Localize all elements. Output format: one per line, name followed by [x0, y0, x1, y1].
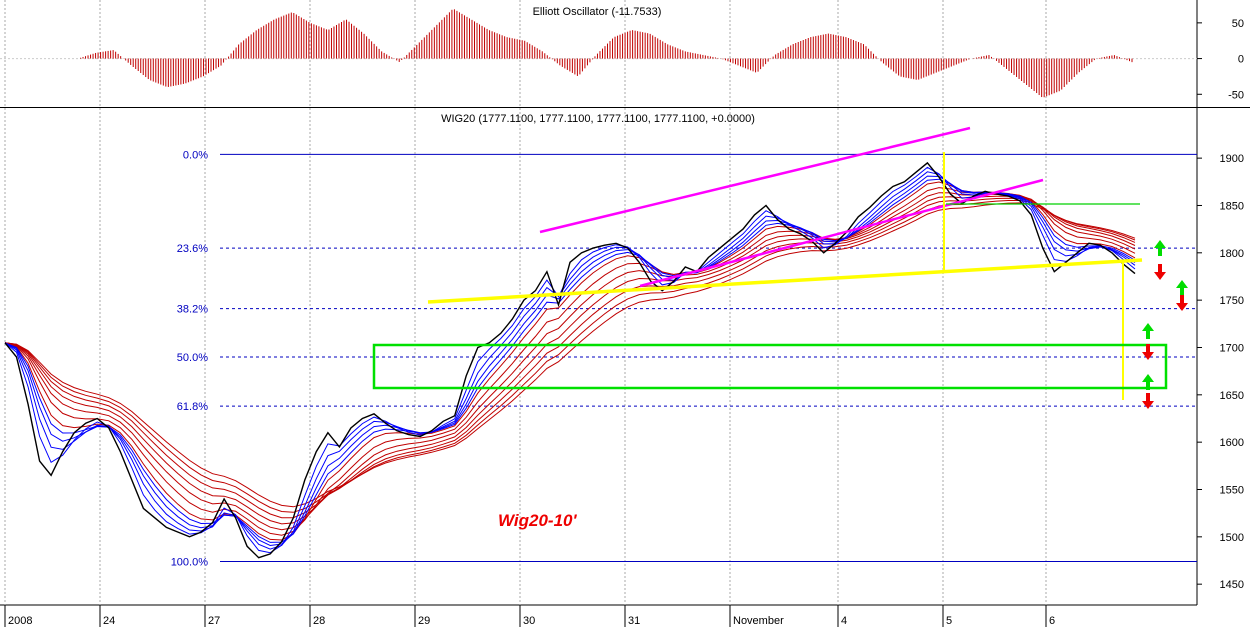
- time-tick-label: 31: [628, 615, 640, 627]
- time-tick-label: 30: [523, 615, 535, 627]
- arrow-down-icon: [1142, 344, 1154, 360]
- fib-level-label: 23.6%: [177, 243, 208, 255]
- x-axis-labels: 2008 24 27 28 29 30 31 November 4 5 6: [4, 605, 1055, 627]
- fib-level-label: 0.0%: [183, 149, 208, 161]
- fib-level-label: 50.0%: [177, 352, 208, 364]
- arrow-down-icon: [1154, 264, 1166, 280]
- fib-level-label: 61.8%: [177, 401, 208, 413]
- time-tick-label: 4: [841, 615, 847, 627]
- price-tick-label: 1850: [1220, 200, 1244, 212]
- target-zone-box: [372, 343, 1168, 390]
- price-title: WIG20 (1777.1100, 1777.1100, 1777.1100, …: [441, 113, 755, 125]
- arrow-up-icon: [1154, 240, 1166, 256]
- time-tick-label: 29: [418, 615, 430, 627]
- time-tick-label: 2008: [8, 615, 32, 627]
- slow-moving-average: [4, 195, 1136, 525]
- gridlines: [0, 0, 1197, 605]
- price-line: [4, 161, 1136, 559]
- price-tick-label: 1700: [1220, 342, 1244, 354]
- price-tick-label: 1800: [1220, 248, 1244, 260]
- time-tick-label: 6: [1049, 615, 1055, 627]
- price-series: [4, 161, 1136, 559]
- fib-level-label: 100.0%: [171, 556, 209, 568]
- analysis-overlays: [372, 126, 1168, 400]
- arrow-down-icon: [1176, 295, 1188, 311]
- arrow-down-icon: [1142, 393, 1154, 409]
- chart-annotation: Wig20-10': [498, 511, 577, 530]
- arrow-up-icon: [1142, 323, 1154, 339]
- fib-level-label: 38.2%: [177, 304, 208, 316]
- arrow-up-icon: [1142, 374, 1154, 390]
- time-tick-label: 5: [946, 615, 952, 627]
- time-tick-label: 24: [103, 615, 115, 627]
- oscillator-tick-label: 50: [1232, 18, 1244, 30]
- slow-moving-average: [4, 192, 1136, 531]
- channel-upper-line: [539, 126, 971, 234]
- price-tick-label: 1900: [1220, 153, 1244, 165]
- time-tick-label: 27: [208, 615, 220, 627]
- price-tick-label: 1500: [1220, 532, 1244, 544]
- time-tick-label: 28: [313, 615, 325, 627]
- support-trendline: [427, 258, 1143, 304]
- price-tick-label: 1550: [1220, 484, 1244, 496]
- price-tick-label: 1650: [1220, 390, 1244, 402]
- oscillator-tick-label: -50: [1228, 89, 1244, 101]
- moving-averages: [4, 166, 1136, 554]
- price-tick-label: 1750: [1220, 295, 1244, 307]
- fast-moving-average: [4, 178, 1136, 543]
- fibonacci-levels: 0.0% 23.6% 38.2% 50.0% 61.8% 100.0%: [171, 149, 1197, 568]
- channel-lower-line: [639, 178, 1044, 288]
- time-tick-label: November: [733, 615, 784, 627]
- fast-moving-average: [4, 175, 1136, 547]
- slow-moving-average: [4, 202, 1136, 508]
- price-tick-label: 1600: [1220, 437, 1244, 449]
- arrow-up-icon: [1176, 280, 1188, 296]
- oscillator-title: Elliott Oscillator (-11.7533): [533, 6, 662, 18]
- y-axis-labels: 1900 1850 1800 1750 1700 1650 1600 1550 1500 1450…: [1197, 18, 1244, 591]
- slow-moving-average: [4, 197, 1136, 519]
- oscillator-histogram: [80, 9, 1133, 98]
- oscillator-tick-label: 0: [1238, 54, 1244, 66]
- direction-arrows: [1142, 240, 1188, 409]
- price-tick-label: 1450: [1220, 579, 1244, 591]
